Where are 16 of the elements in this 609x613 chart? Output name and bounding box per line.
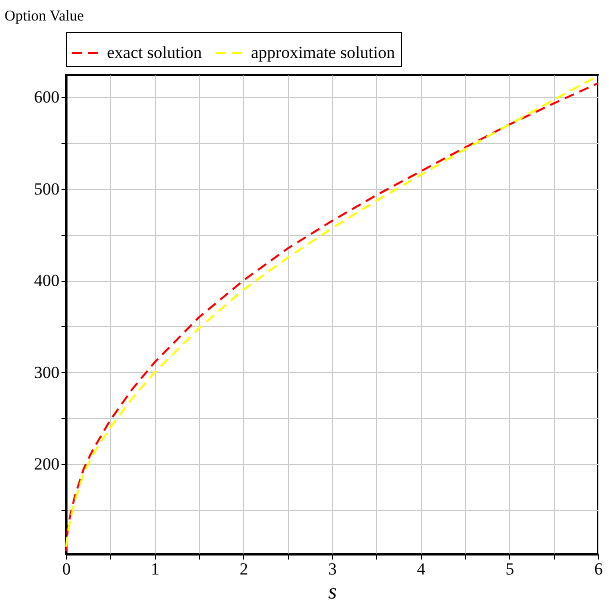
x-tick-label: 1: [150, 560, 160, 578]
x-tick-label: 4: [416, 560, 426, 578]
legend-label: approximate solution: [251, 43, 396, 62]
x-tick-label: 6: [594, 560, 603, 578]
x-tick-label: 3: [328, 560, 337, 578]
x-tick-label: 5: [506, 560, 514, 578]
y-tick-label: 400: [34, 271, 60, 290]
y-tick-label: 300: [34, 362, 60, 382]
y-tick-label: 500: [34, 179, 60, 198]
y-tick-label: 200: [34, 454, 60, 474]
y-tick-label: 600: [34, 88, 60, 107]
y-axis-title: Option Value: [4, 8, 84, 24]
x-tick-label: 2: [240, 560, 248, 578]
x-tick-label: 0: [62, 560, 71, 578]
legend-label: exact solution: [107, 43, 202, 62]
x-axis-title: s: [328, 578, 337, 604]
